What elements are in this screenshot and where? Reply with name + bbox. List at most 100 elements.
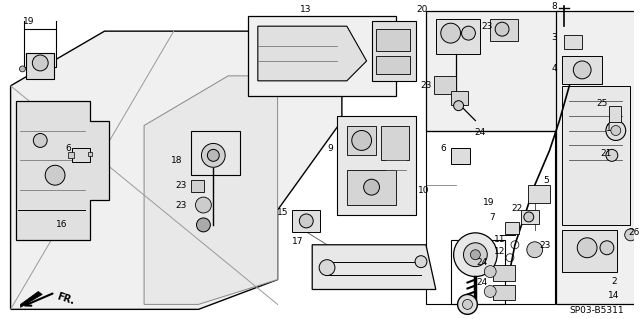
Circle shape	[611, 126, 621, 136]
Bar	[563, 86, 630, 225]
Bar	[436, 19, 481, 54]
Polygon shape	[144, 76, 278, 304]
Text: 23: 23	[539, 241, 550, 250]
Circle shape	[606, 149, 618, 161]
Polygon shape	[11, 31, 342, 309]
Circle shape	[454, 233, 497, 277]
Bar	[609, 106, 621, 122]
Bar	[372, 21, 416, 81]
Text: 15: 15	[276, 209, 288, 218]
Text: 8: 8	[552, 2, 557, 11]
Bar	[292, 210, 320, 232]
Text: 9: 9	[327, 144, 333, 153]
Circle shape	[463, 300, 472, 309]
Text: 24: 24	[475, 128, 486, 137]
Bar	[191, 130, 240, 175]
Bar	[451, 240, 505, 304]
Circle shape	[573, 61, 591, 79]
Polygon shape	[258, 26, 367, 81]
Circle shape	[484, 286, 496, 297]
Text: 6: 6	[441, 144, 447, 153]
Circle shape	[527, 242, 543, 258]
Bar	[505, 222, 519, 234]
Text: 25: 25	[596, 99, 607, 108]
Text: 23: 23	[481, 22, 493, 31]
Bar	[248, 16, 396, 96]
Bar	[493, 265, 515, 280]
Text: 19: 19	[483, 197, 494, 207]
Circle shape	[196, 218, 211, 232]
Circle shape	[625, 229, 637, 241]
Circle shape	[441, 23, 461, 43]
Circle shape	[458, 294, 477, 314]
Circle shape	[33, 133, 47, 147]
Text: 23: 23	[175, 181, 186, 190]
Bar	[191, 180, 204, 192]
Circle shape	[19, 66, 26, 72]
Circle shape	[202, 144, 225, 167]
Circle shape	[45, 165, 65, 185]
Text: 21: 21	[600, 149, 612, 158]
Circle shape	[600, 241, 614, 255]
Bar	[337, 115, 416, 215]
Bar	[451, 148, 470, 164]
Bar	[426, 11, 559, 130]
Bar	[451, 91, 468, 105]
Text: 10: 10	[418, 186, 429, 195]
Text: 23: 23	[175, 201, 186, 210]
Text: 12: 12	[495, 247, 506, 256]
Text: 6: 6	[65, 144, 71, 153]
Bar	[434, 76, 456, 94]
Text: 11: 11	[494, 235, 506, 244]
Circle shape	[415, 256, 427, 268]
Text: 13: 13	[300, 5, 311, 14]
Bar	[528, 185, 550, 203]
Bar	[376, 29, 410, 51]
Text: 19: 19	[22, 17, 34, 26]
Polygon shape	[312, 245, 436, 289]
Circle shape	[606, 121, 626, 140]
Circle shape	[495, 22, 509, 36]
Polygon shape	[20, 292, 42, 308]
Circle shape	[454, 101, 463, 111]
Text: 24: 24	[477, 258, 488, 267]
Bar	[564, 35, 582, 49]
Bar	[563, 230, 617, 271]
Text: 22: 22	[511, 204, 522, 212]
Bar	[493, 285, 515, 300]
Text: 17: 17	[292, 237, 303, 246]
Circle shape	[484, 266, 496, 278]
Bar	[72, 148, 90, 162]
Polygon shape	[15, 101, 109, 240]
Text: 26: 26	[628, 228, 639, 237]
Circle shape	[461, 26, 476, 40]
Circle shape	[195, 197, 211, 213]
Text: 3: 3	[552, 33, 557, 41]
Text: FR.: FR.	[55, 292, 76, 307]
Circle shape	[524, 212, 534, 222]
Text: 4: 4	[552, 64, 557, 73]
Text: 24: 24	[477, 278, 488, 287]
Circle shape	[352, 130, 372, 150]
Circle shape	[364, 179, 380, 195]
Circle shape	[319, 260, 335, 276]
Bar	[347, 170, 396, 205]
Text: 2: 2	[611, 277, 617, 286]
Bar	[26, 53, 54, 79]
Text: 20: 20	[416, 5, 428, 14]
Text: 7: 7	[490, 213, 495, 222]
Bar	[557, 11, 636, 304]
Circle shape	[207, 149, 220, 161]
Text: 1: 1	[606, 124, 612, 133]
Circle shape	[300, 214, 313, 228]
Text: 18: 18	[171, 156, 182, 165]
Bar	[347, 126, 376, 155]
Bar	[490, 19, 518, 41]
Circle shape	[577, 238, 597, 258]
Bar	[426, 130, 554, 304]
Bar	[521, 210, 539, 224]
Bar	[376, 56, 410, 74]
Text: 23: 23	[420, 81, 431, 90]
Circle shape	[470, 250, 481, 260]
Bar	[563, 56, 602, 84]
